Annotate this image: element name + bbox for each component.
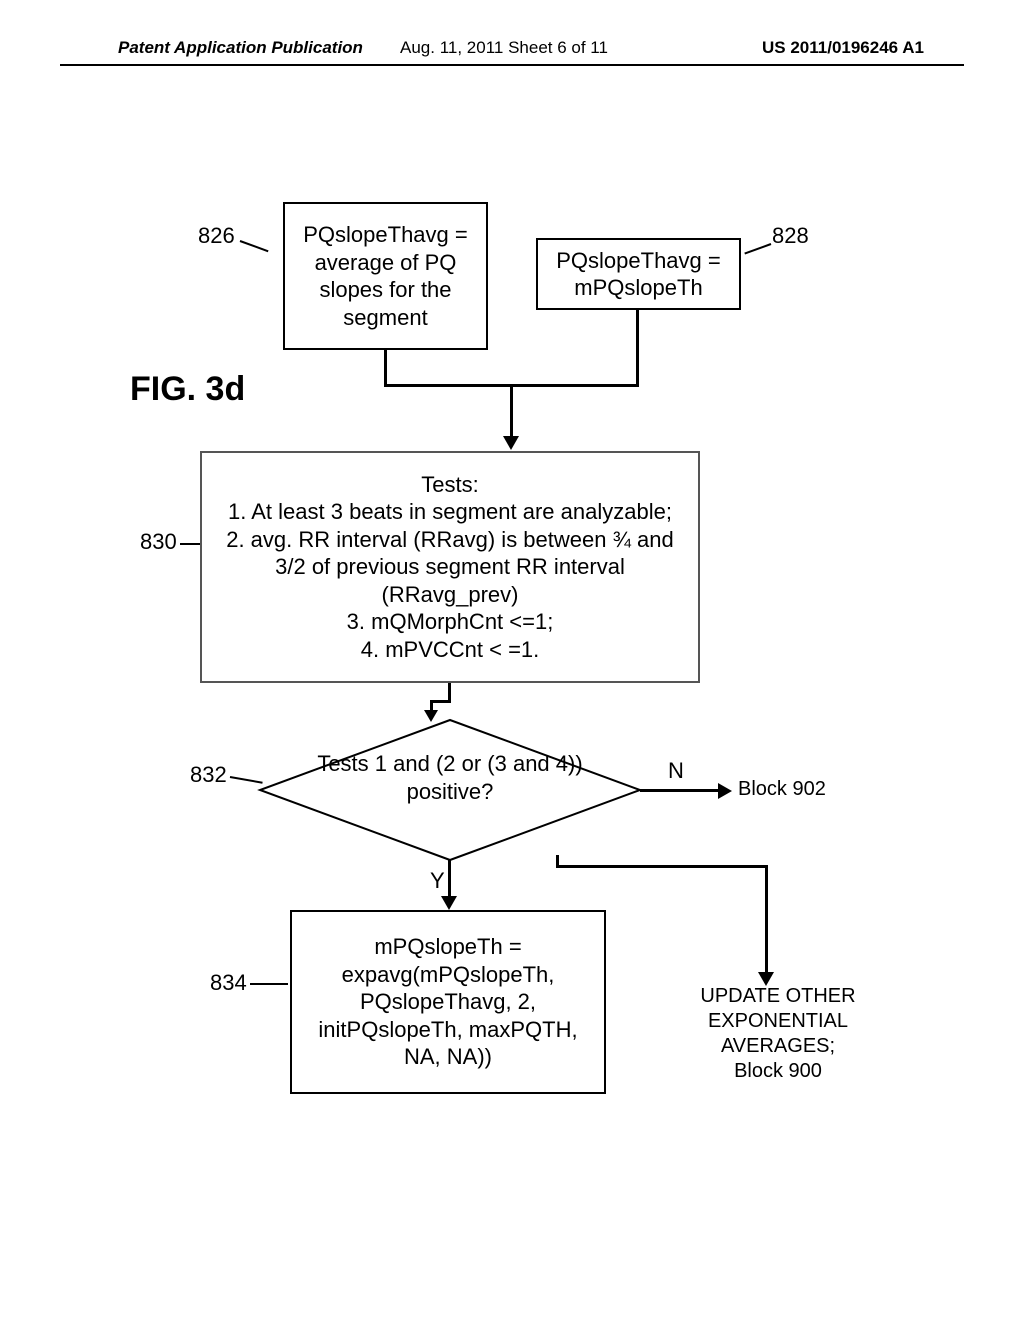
leader-832 bbox=[230, 776, 263, 784]
ref-834: 834 bbox=[210, 970, 247, 996]
header-rule bbox=[60, 64, 964, 66]
conn-826-down bbox=[384, 350, 387, 386]
box-828: PQslopeThavg = mPQslopeTh bbox=[536, 238, 741, 310]
ref-828: 828 bbox=[772, 223, 809, 249]
arrow-y bbox=[441, 896, 457, 910]
page-header: Patent Application Publication Aug. 11, … bbox=[0, 28, 1024, 68]
ref-830: 830 bbox=[140, 529, 177, 555]
figure-label: FIG. 3d bbox=[130, 370, 245, 409]
box-828-text: PQslopeThavg = mPQslopeTh bbox=[544, 247, 733, 302]
page-root: Patent Application Publication Aug. 11, … bbox=[0, 0, 1024, 1320]
conn-join-v bbox=[510, 384, 513, 438]
conn-n-h bbox=[640, 789, 720, 792]
box-834: mPQslopeTh = expavg(mPQslopeTh, PQslopeT… bbox=[290, 910, 606, 1094]
leader-826 bbox=[240, 240, 269, 252]
box-826-text: PQslopeThavg = average of PQ slopes for … bbox=[291, 221, 480, 331]
arrow-n bbox=[718, 783, 732, 799]
conn-y-v bbox=[448, 860, 451, 898]
conn-828-down bbox=[636, 310, 639, 386]
update-text: UPDATE OTHER EXPONENTIAL AVERAGES; Block… bbox=[688, 984, 868, 1084]
header-mid: Aug. 11, 2011 Sheet 6 of 11 bbox=[400, 38, 608, 58]
leader-828 bbox=[744, 243, 771, 254]
ref-832: 832 bbox=[190, 762, 227, 788]
label-y: Y bbox=[430, 868, 445, 894]
box-834-text: mPQslopeTh = expavg(mPQslopeTh, PQslopeT… bbox=[298, 933, 598, 1071]
header-right: US 2011/0196246 A1 bbox=[762, 38, 924, 58]
label-n: N bbox=[668, 758, 684, 784]
ref-block902: Block 902 bbox=[738, 778, 826, 801]
leader-830 bbox=[180, 543, 200, 545]
box-830-text: Tests: 1. At least 3 beats in segment ar… bbox=[208, 471, 692, 664]
leader-834 bbox=[250, 983, 288, 985]
conn-upd-v bbox=[765, 865, 768, 975]
arrow-into-830 bbox=[503, 436, 519, 450]
diamond-832-text: Tests 1 and (2 or (3 and 4)) positive? bbox=[300, 750, 600, 805]
box-830: Tests: 1. At least 3 beats in segment ar… bbox=[200, 451, 700, 683]
box-826: PQslopeThavg = average of PQ slopes for … bbox=[283, 202, 488, 350]
conn-830-jog bbox=[430, 700, 451, 703]
conn-upd-h bbox=[556, 865, 768, 868]
header-left: Patent Application Publication bbox=[118, 38, 363, 58]
ref-826: 826 bbox=[198, 223, 235, 249]
